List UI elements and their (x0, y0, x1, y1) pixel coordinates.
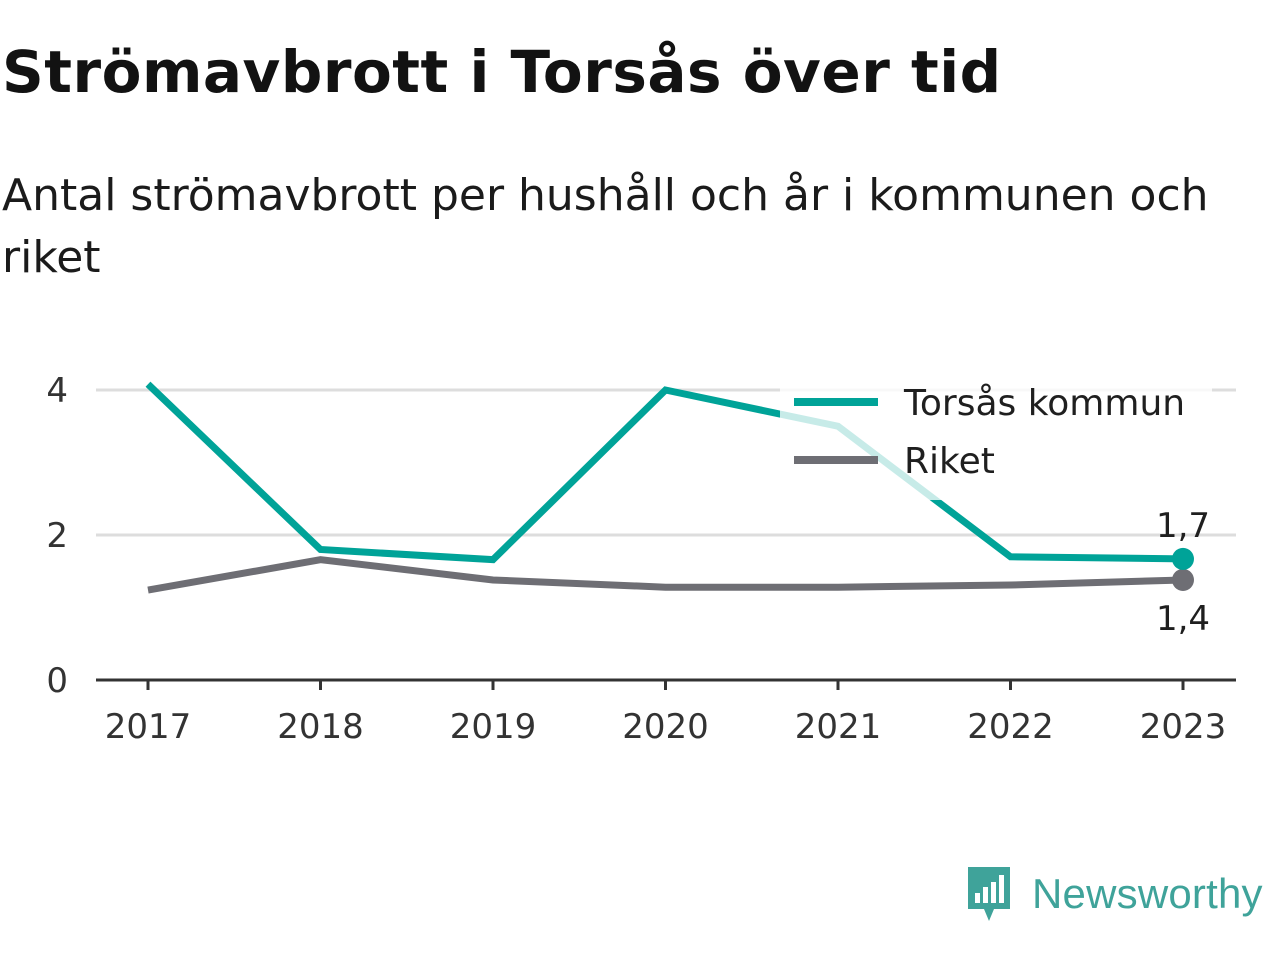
series-end-marker-0 (1172, 547, 1194, 570)
data-labels: 1,7 1,4 (1156, 506, 1210, 639)
x-tick-label: 2020 (622, 707, 709, 747)
end-label-1: 1,4 (1156, 599, 1210, 639)
axes: 0 2 4 2017 2018 2019 2020 2021 2022 2023 (46, 371, 1236, 747)
series-end-marker-1 (1172, 568, 1194, 591)
chart-subtitle: Antal strömavbrott per hushåll och år i … (2, 170, 1209, 283)
legend-label-0: Torsås kommun (903, 383, 1185, 424)
series-lines (145, 381, 1194, 594)
y-tick-label: 4 (46, 371, 68, 411)
newsworthy-logo-icon (968, 867, 1010, 921)
chart-title: Strömavbrott i Torsås över tid (2, 38, 1002, 106)
x-tick-label: 2022 (967, 707, 1054, 747)
series-line-0 (145, 381, 1184, 564)
legend-background (780, 374, 1212, 500)
brand-name: Newsworthy (1032, 870, 1263, 917)
newsworthy-brand: Newsworthy (964, 862, 1263, 926)
legend: Torsås kommun Riket (780, 374, 1212, 500)
series-line-1 (147, 556, 1184, 594)
x-tick-label: 2021 (795, 707, 882, 747)
y-tick-label: 2 (46, 516, 68, 556)
x-tick-label: 2019 (450, 707, 537, 747)
x-tick-label: 2018 (277, 707, 364, 747)
y-tick-label: 0 (46, 661, 68, 701)
legend-label-1: Riket (904, 441, 995, 482)
end-label-0: 1,7 (1156, 506, 1210, 546)
x-tick-label: 2017 (105, 707, 192, 747)
x-tick-label: 2023 (1140, 707, 1227, 747)
